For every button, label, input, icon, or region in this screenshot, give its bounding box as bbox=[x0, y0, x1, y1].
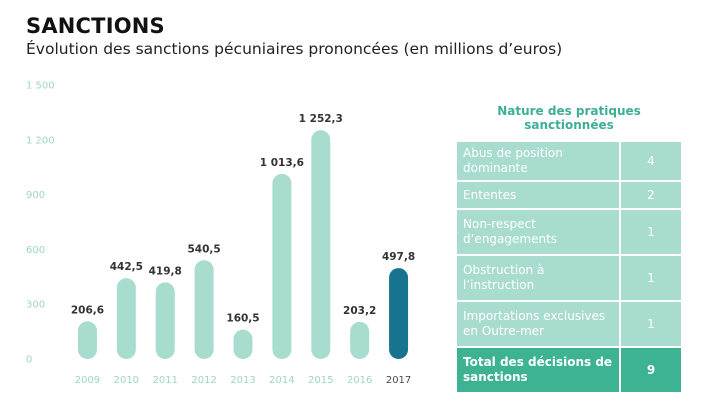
y-tick-label: 300 bbox=[26, 300, 45, 311]
bar bbox=[272, 173, 292, 359]
x-tick-label: 2013 bbox=[230, 375, 255, 386]
data-label: 1 013,6 bbox=[260, 157, 304, 169]
data-label: 206,6 bbox=[71, 304, 104, 316]
data-label: 160,5 bbox=[226, 313, 259, 325]
bar-chart: 0 300 600 900 1 200 1 500 206,6 2009 442,5 2010 41… bbox=[26, 81, 415, 387]
table-row: Obstruction à l’instruction 1 bbox=[455, 254, 683, 302]
row-count: 1 bbox=[619, 300, 683, 348]
table-total-row: Total des décisions de sanctions 9 bbox=[455, 346, 683, 394]
total-label: Total des décisions de sanctions bbox=[455, 346, 621, 394]
total-count: 9 bbox=[619, 346, 683, 394]
bar bbox=[155, 282, 175, 359]
y-tick-label: 0 bbox=[26, 355, 32, 366]
x-tick-label: 2014 bbox=[269, 375, 294, 386]
data-label: 419,8 bbox=[149, 265, 182, 277]
chart-subtitle: Évolution des sanctions pécuniaires pron… bbox=[26, 40, 563, 58]
bar bbox=[77, 321, 97, 359]
data-label: 203,2 bbox=[343, 305, 376, 317]
data-label: 540,5 bbox=[188, 243, 221, 255]
data-label: 1 252,3 bbox=[299, 113, 343, 125]
bar bbox=[194, 260, 214, 359]
table-row: Importations exclusives en Outre-mer 1 bbox=[455, 300, 683, 348]
x-tick-label: 2011 bbox=[152, 375, 177, 386]
row-count: 1 bbox=[619, 254, 683, 302]
y-tick-label: 1 500 bbox=[26, 81, 55, 92]
row-label: Importations exclusives en Outre-mer bbox=[455, 300, 621, 348]
data-label: 497,8 bbox=[382, 251, 415, 263]
row-label: Abus de position dominante bbox=[455, 140, 621, 182]
table-row: Non-respect d’engagements 1 bbox=[455, 208, 683, 256]
row-count: 2 bbox=[619, 180, 683, 210]
data-label: 442,5 bbox=[110, 261, 143, 273]
bar bbox=[116, 278, 136, 359]
y-tick-label: 600 bbox=[26, 245, 45, 256]
x-tick-label: 2017 bbox=[386, 375, 411, 386]
chart-title: SANCTIONS bbox=[26, 14, 165, 38]
bar bbox=[389, 268, 409, 359]
row-count: 1 bbox=[619, 208, 683, 256]
panel-title: Nature des pratiques sanctionnées bbox=[497, 104, 641, 132]
row-label: Obstruction à l’instruction bbox=[455, 254, 621, 302]
table-row: Ententes 2 bbox=[455, 180, 683, 210]
row-label: Non-respect d’engagements bbox=[455, 208, 621, 256]
nature-panel: Nature des pratiques sanctionnées Abus d… bbox=[455, 104, 683, 394]
bar bbox=[233, 329, 253, 359]
x-tick-label: 2010 bbox=[114, 375, 139, 386]
y-tick-label: 1 200 bbox=[26, 135, 55, 146]
x-tick-label: 2009 bbox=[75, 375, 100, 386]
bar bbox=[350, 321, 370, 359]
nature-table: Abus de position dominante 4 Ententes 2 … bbox=[455, 140, 683, 394]
x-tick-label: 2012 bbox=[191, 375, 216, 386]
row-label: Ententes bbox=[455, 180, 621, 210]
y-tick-label: 900 bbox=[26, 190, 45, 201]
bar bbox=[311, 130, 331, 359]
table-row: Abus de position dominante 4 bbox=[455, 140, 683, 182]
row-count: 4 bbox=[619, 140, 683, 182]
x-tick-label: 2016 bbox=[347, 375, 372, 386]
x-tick-label: 2015 bbox=[308, 375, 333, 386]
